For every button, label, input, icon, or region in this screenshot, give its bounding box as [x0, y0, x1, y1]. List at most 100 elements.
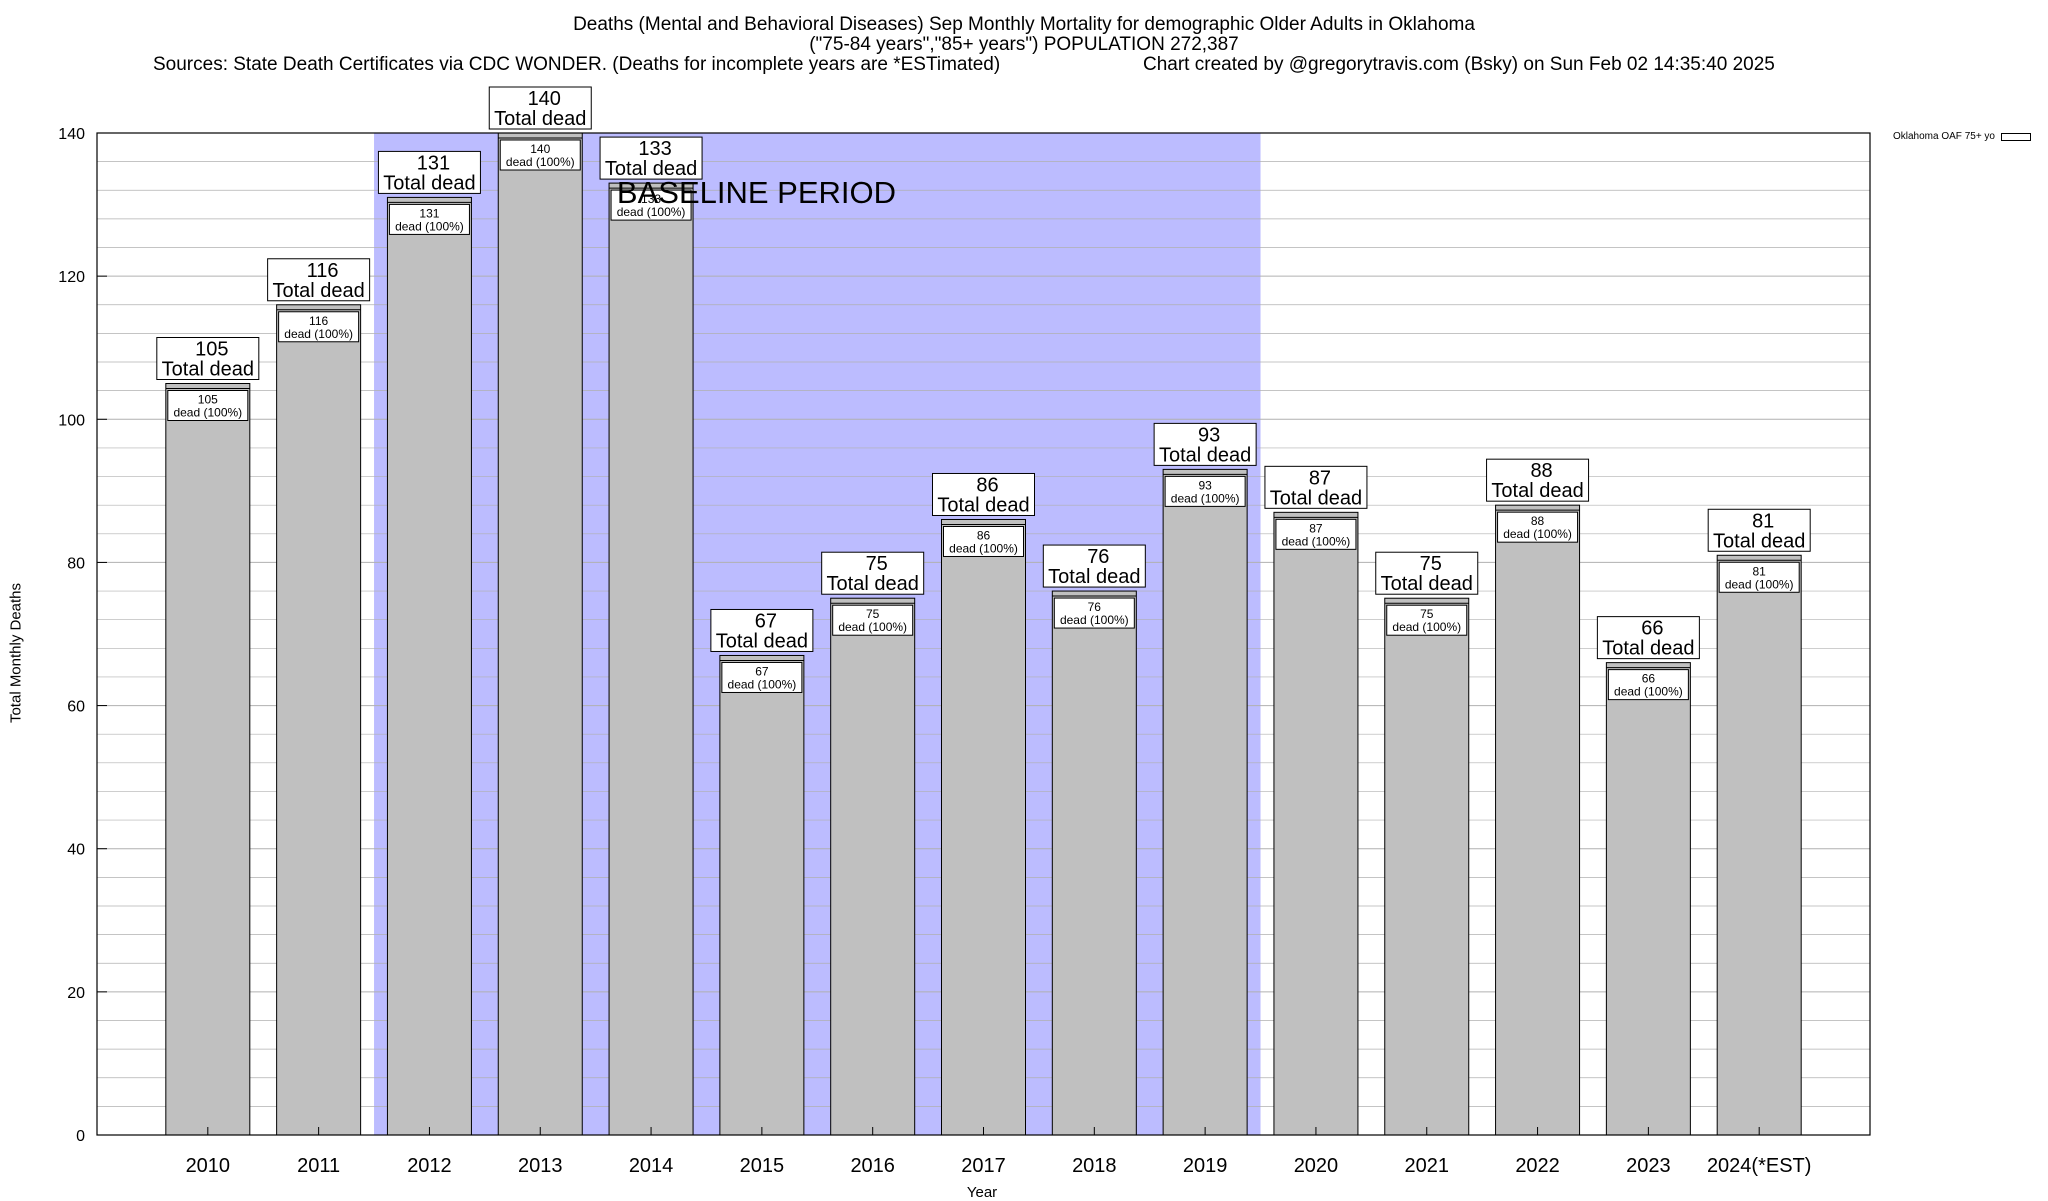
bar	[497, 132, 583, 1136]
bar-inner-label-box	[1718, 561, 1800, 593]
chart-sources: Sources: State Death Certificates via CD…	[153, 54, 1001, 75]
bar-inner-label-box	[499, 139, 581, 171]
x-tick-label: 2010	[186, 1155, 231, 1177]
bar	[830, 597, 916, 1136]
bar-inner-label-box	[167, 390, 249, 421]
bar-total-value: 76	[1087, 546, 1109, 568]
bar-total-value: 140	[528, 88, 561, 110]
bar-total-label-box	[1596, 616, 1700, 660]
bar-total-label-box	[599, 136, 703, 180]
bar-total-value: 86	[976, 474, 998, 496]
bar-inner-pct: dead (100%)	[1060, 613, 1129, 627]
y-tick-label: 20	[67, 985, 85, 1002]
bar-total-value: 81	[1752, 510, 1774, 532]
bar-inner-label-box	[388, 203, 470, 235]
bar-inner-value: 81	[1753, 564, 1767, 578]
x-tick-label: 2020	[1294, 1155, 1339, 1177]
bar-inner-value: 67	[755, 664, 769, 678]
bar-total-value: 131	[417, 152, 450, 174]
x-axis-label: Year	[966, 1184, 998, 1201]
bar-inner-pct: dead (100%)	[949, 541, 1018, 555]
x-tick-label: 2013	[518, 1155, 563, 1177]
x-tick-label: 2012	[407, 1155, 452, 1177]
bar-total-text: Total dead	[272, 280, 364, 302]
bar-total-label-box	[377, 150, 481, 194]
bar	[1495, 504, 1581, 1136]
x-tick-label: 2016	[850, 1155, 895, 1177]
bar	[1051, 590, 1137, 1136]
bar-inner-label-box	[721, 661, 803, 693]
bar	[276, 304, 362, 1136]
y-tick-label: 40	[67, 842, 85, 859]
bar-inner-value: 76	[1088, 600, 1102, 614]
x-tick-label: 2015	[740, 1155, 785, 1177]
bar-inner-value: 131	[419, 206, 439, 220]
x-tick-label: 2021	[1405, 1155, 1450, 1177]
bar-inner-pct: dead (100%)	[1392, 620, 1461, 634]
bar-total-text: Total dead	[716, 630, 808, 652]
bar-inner-value: 116	[309, 314, 328, 328]
bar-inner-label-box	[943, 525, 1024, 557]
bar-total-text: Total dead	[1270, 487, 1362, 509]
bar-total-text: Total dead	[1381, 573, 1473, 595]
bar-total-value: 133	[638, 138, 671, 160]
bar	[165, 383, 251, 1136]
bar-total-label-box	[156, 337, 260, 380]
bar	[1162, 468, 1248, 1136]
bar-inner-pct: dead (100%)	[1614, 685, 1683, 699]
bar-inner-pct: dead (100%)	[284, 327, 353, 341]
y-tick-label: 80	[67, 555, 85, 572]
y-tick-label: 120	[58, 269, 85, 286]
bar-inner-label-box	[1164, 475, 1246, 507]
bar-inner-pct: dead (100%)	[173, 406, 242, 420]
bar	[608, 182, 694, 1136]
bar-inner-value: 93	[1198, 478, 1212, 492]
bar-inner-value: 105	[198, 393, 218, 407]
baseline-period-label: BASELINE PERIOD	[617, 175, 896, 210]
bar-inner-pct: dead (100%)	[617, 205, 686, 219]
bar	[1716, 554, 1802, 1136]
bar-total-text: Total dead	[827, 573, 919, 595]
bar-total-text: Total dead	[1491, 480, 1583, 502]
bar-inner-pct: dead (100%)	[1725, 577, 1794, 591]
bar-inner-value: 86	[977, 528, 991, 542]
bar	[1384, 597, 1470, 1136]
chart-title-line2: ("75-84 years","85+ years") POPULATION 2…	[809, 34, 1239, 55]
bar-inner-label-box	[832, 604, 914, 636]
bar-total-label-box	[1153, 422, 1257, 466]
legend: Oklahoma OAF 75+ yo	[1893, 131, 2031, 142]
bar-total-label-box	[1264, 465, 1368, 509]
bar-total-value: 75	[866, 553, 888, 575]
bar-total-text: Total dead	[1048, 566, 1140, 588]
bar-inner-value: 75	[866, 607, 880, 621]
bar-total-text: Total dead	[937, 494, 1029, 516]
bar-total-value: 67	[755, 610, 777, 632]
bar-total-value: 88	[1530, 460, 1552, 482]
legend-swatch	[2001, 132, 2031, 141]
bar-inner-label-box	[1497, 511, 1579, 543]
bar-inner-label-box	[1053, 597, 1135, 629]
chart-credit: Chart created by @gregorytravis.com (Bsk…	[1143, 54, 1775, 75]
bar-total-label-box	[710, 608, 814, 652]
bar-total-text: Total dead	[1159, 444, 1251, 466]
bar-total-label-box	[1375, 551, 1479, 595]
bar	[1273, 511, 1359, 1136]
bar-inner-pct: dead (100%)	[395, 219, 464, 233]
bar-total-value: 116	[307, 260, 339, 282]
chart-title-line1: Deaths (Mental and Behavioral Diseases) …	[573, 14, 1475, 35]
bar-inner-value: 88	[1531, 514, 1545, 528]
bar-total-label-box	[1707, 508, 1811, 552]
bar-total-label-box	[1486, 458, 1590, 502]
bar	[1605, 662, 1691, 1136]
bar-total-label-box	[1042, 544, 1146, 588]
bar-total-value: 75	[1420, 553, 1442, 575]
bar-total-text: Total dead	[494, 108, 586, 130]
bar-inner-pct: dead (100%)	[728, 677, 797, 691]
bar-total-text: Total dead	[1602, 638, 1694, 660]
bar-total-text: Total dead	[383, 172, 475, 194]
bar-inner-pct: dead (100%)	[506, 155, 575, 169]
x-tick-label: 2018	[1072, 1155, 1117, 1177]
bar-inner-pct: dead (100%)	[1171, 491, 1240, 505]
bar-total-label-box	[488, 86, 592, 130]
bar-inner-value: 140	[530, 142, 550, 156]
